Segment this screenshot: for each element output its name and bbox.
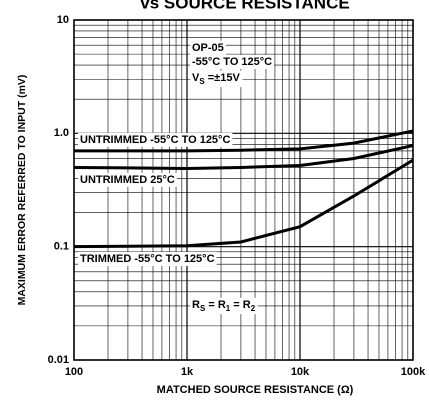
plot-frame bbox=[73, 19, 414, 361]
x-tick-label: 100 bbox=[65, 366, 83, 378]
annotation-part: S bbox=[200, 304, 206, 313]
label-background bbox=[190, 297, 258, 315]
annotation-part: OP-05 bbox=[192, 42, 224, 54]
annotation-part: S bbox=[199, 77, 205, 86]
data-line bbox=[73, 158, 414, 249]
label-background bbox=[190, 54, 275, 69]
annotation-part: =±15V bbox=[205, 72, 241, 84]
annotation-part: = R bbox=[230, 299, 251, 311]
label-background bbox=[190, 70, 243, 88]
y-tick-label: 0.1 bbox=[54, 241, 69, 253]
y-axis-label: MAXIMUM ERROR REFERRED TO INPUT (mV) bbox=[16, 75, 28, 306]
x-tick-label: 1k bbox=[181, 366, 194, 378]
data-line bbox=[74, 129, 414, 153]
label-background bbox=[78, 172, 177, 187]
annotation-part: V bbox=[192, 72, 200, 84]
annotation-part: 2 bbox=[251, 304, 256, 313]
x-tick-label: 100k bbox=[401, 366, 426, 378]
series-label: UNTRIMMED 25°C bbox=[80, 174, 175, 186]
chart-title: vs SOURCE RESISTANCE bbox=[140, 0, 349, 12]
data-line bbox=[73, 144, 414, 170]
annotation: RS = R1 = R2 bbox=[192, 299, 256, 313]
annotation: OP-05 bbox=[192, 42, 224, 54]
annotation-part: = R bbox=[205, 299, 226, 311]
annotation-part: R bbox=[192, 299, 200, 311]
series-label: TRIMMED -55°C TO 125°C bbox=[80, 253, 215, 265]
annotation: VS =±15V bbox=[192, 72, 240, 86]
y-tick-label: 0.01 bbox=[48, 354, 69, 366]
label-background bbox=[78, 251, 217, 266]
x-tick-label: 10k bbox=[291, 366, 310, 378]
label-background bbox=[78, 132, 233, 147]
x-axis-label: MATCHED SOURCE RESISTANCE (Ω) bbox=[157, 384, 354, 396]
annotation-part: -55°C TO 125°C bbox=[192, 56, 272, 68]
series-label: UNTRIMMED -55°C TO 125°C bbox=[80, 134, 230, 146]
y-tick-label: 1.0 bbox=[54, 127, 69, 139]
y-tick-label: 10 bbox=[57, 14, 69, 26]
annotation-part: 1 bbox=[226, 304, 231, 313]
label-background bbox=[190, 40, 226, 55]
annotation: -55°C TO 125°C bbox=[192, 56, 272, 68]
